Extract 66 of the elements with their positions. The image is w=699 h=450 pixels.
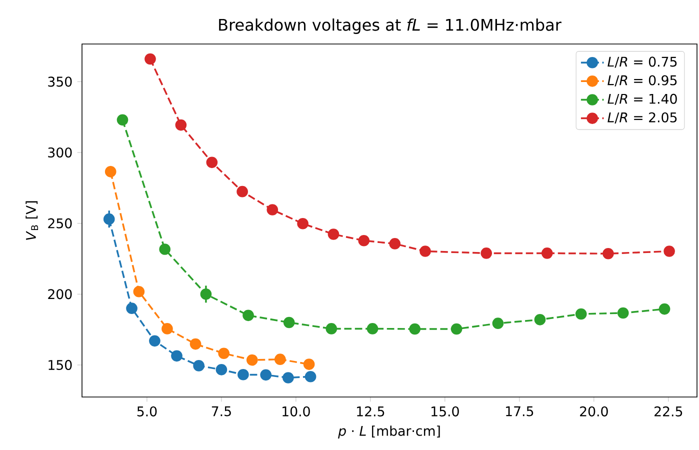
- point: [297, 218, 308, 230]
- point: [216, 364, 228, 376]
- point: [206, 156, 218, 168]
- point: [541, 248, 553, 259]
- y-tick-label: 250: [48, 218, 72, 228]
- legend-label: L/R = 1.40: [608, 94, 677, 105]
- point: [133, 286, 145, 298]
- point: [358, 234, 370, 246]
- point: [144, 53, 156, 65]
- point: [162, 323, 173, 334]
- point: [409, 323, 420, 335]
- point: [200, 288, 212, 300]
- point: [236, 186, 248, 198]
- point: [480, 248, 492, 259]
- x-tick-label: 22.5: [654, 406, 682, 416]
- y-axis-title: V$_{B}$ [V]: [26, 201, 38, 240]
- point: [492, 318, 504, 330]
- y-tick-label: 150: [48, 360, 72, 370]
- point: [534, 314, 546, 326]
- point: [450, 323, 462, 335]
- point: [617, 307, 629, 319]
- point: [193, 360, 204, 372]
- point: [116, 114, 128, 126]
- point: [171, 350, 182, 362]
- x-axis-title: p · L [mbar·cm]: [338, 426, 440, 439]
- x-tick-label: 17.5: [506, 406, 534, 416]
- chart-title: Breakdown voltages at fL = 11.0MHz·mbar: [219, 18, 562, 34]
- point: [658, 303, 670, 315]
- point: [303, 358, 315, 370]
- x-tick-label: 7.5: [212, 406, 231, 416]
- point: [328, 228, 340, 240]
- point: [389, 238, 401, 250]
- point: [420, 246, 431, 257]
- x-tick-label: 20.0: [580, 406, 608, 416]
- legend-label: L/R = 0.95: [608, 75, 677, 86]
- point: [304, 370, 316, 382]
- point: [366, 323, 378, 334]
- x-tick-label: 15.0: [432, 406, 459, 416]
- y-tick-label: 200: [48, 289, 72, 300]
- point: [190, 338, 202, 350]
- point: [664, 246, 675, 257]
- point: [175, 119, 187, 131]
- x-tick-label: 10.0: [282, 406, 310, 416]
- legend-label: L/R = 0.75: [608, 56, 677, 68]
- point: [149, 335, 160, 347]
- point: [104, 166, 116, 178]
- point: [602, 248, 614, 260]
- legend-label: L/R = 2.05: [608, 112, 677, 124]
- point: [159, 244, 171, 255]
- y-tick-label: 350: [48, 76, 72, 87]
- point: [274, 354, 286, 365]
- point: [238, 368, 249, 380]
- x-tick-label: 5.0: [137, 406, 157, 416]
- point: [246, 354, 258, 366]
- point: [575, 308, 587, 320]
- point: [326, 323, 338, 334]
- point: [283, 316, 295, 328]
- point: [126, 302, 138, 314]
- point: [218, 348, 230, 360]
- point: [260, 369, 272, 381]
- x-tick-label: 12.5: [357, 406, 384, 416]
- y-tick-label: 300: [48, 147, 72, 158]
- point: [266, 204, 278, 216]
- point: [242, 310, 254, 322]
- point: [282, 372, 294, 384]
- point: [103, 213, 115, 225]
